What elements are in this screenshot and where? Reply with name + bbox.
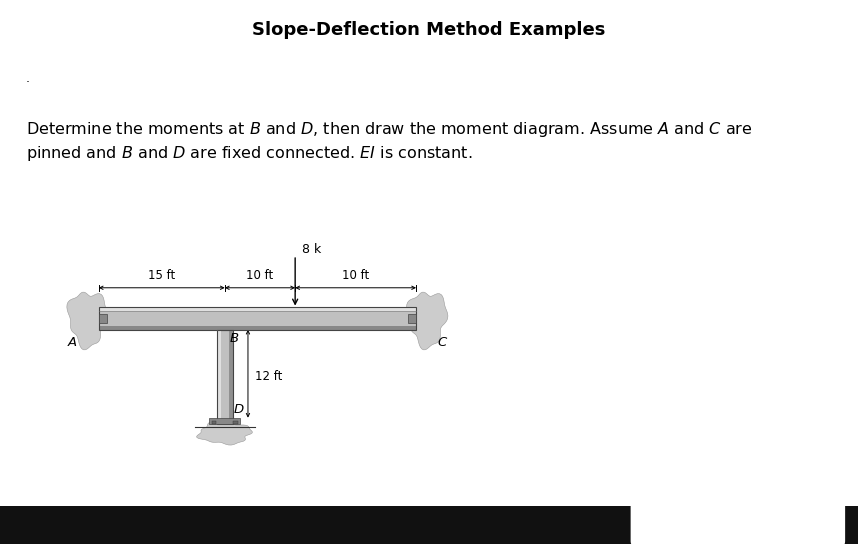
Bar <box>0 506 858 544</box>
Bar <box>99 325 416 330</box>
FancyBboxPatch shape <box>631 498 845 544</box>
Text: C: C <box>438 336 447 349</box>
Polygon shape <box>67 292 108 350</box>
Bar <box>217 330 233 424</box>
Bar <box>233 421 238 424</box>
Text: B: B <box>230 332 239 345</box>
Bar <box>99 307 416 311</box>
Bar <box>217 330 221 424</box>
Bar <box>228 330 233 424</box>
Bar <box>99 311 416 325</box>
Text: 10 ft: 10 ft <box>342 269 369 282</box>
Polygon shape <box>407 292 448 350</box>
Text: .: . <box>26 72 30 85</box>
Bar <box>99 314 107 323</box>
Bar <box>408 314 416 323</box>
Text: D: D <box>233 403 244 416</box>
Bar <box>217 330 233 424</box>
Text: 10 ft: 10 ft <box>246 269 274 282</box>
Text: 12 ft: 12 ft <box>255 370 282 384</box>
Text: 8 k: 8 k <box>302 243 321 256</box>
Polygon shape <box>196 422 252 445</box>
Bar <box>212 421 216 424</box>
Text: Slope-Deflection Method Examples: Slope-Deflection Method Examples <box>252 21 606 39</box>
Text: A: A <box>68 336 77 349</box>
Text: 15 ft: 15 ft <box>148 269 175 282</box>
Bar <box>209 418 240 424</box>
Bar <box>99 307 416 330</box>
Text: pinned and $B$ and $D$ are fixed connected. $EI$ is constant.: pinned and $B$ and $D$ are fixed connect… <box>26 144 472 163</box>
Text: Determine the moments at $B$ and $D$, then draw the moment diagram. Assume $A$ a: Determine the moments at $B$ and $D$, th… <box>26 120 752 139</box>
